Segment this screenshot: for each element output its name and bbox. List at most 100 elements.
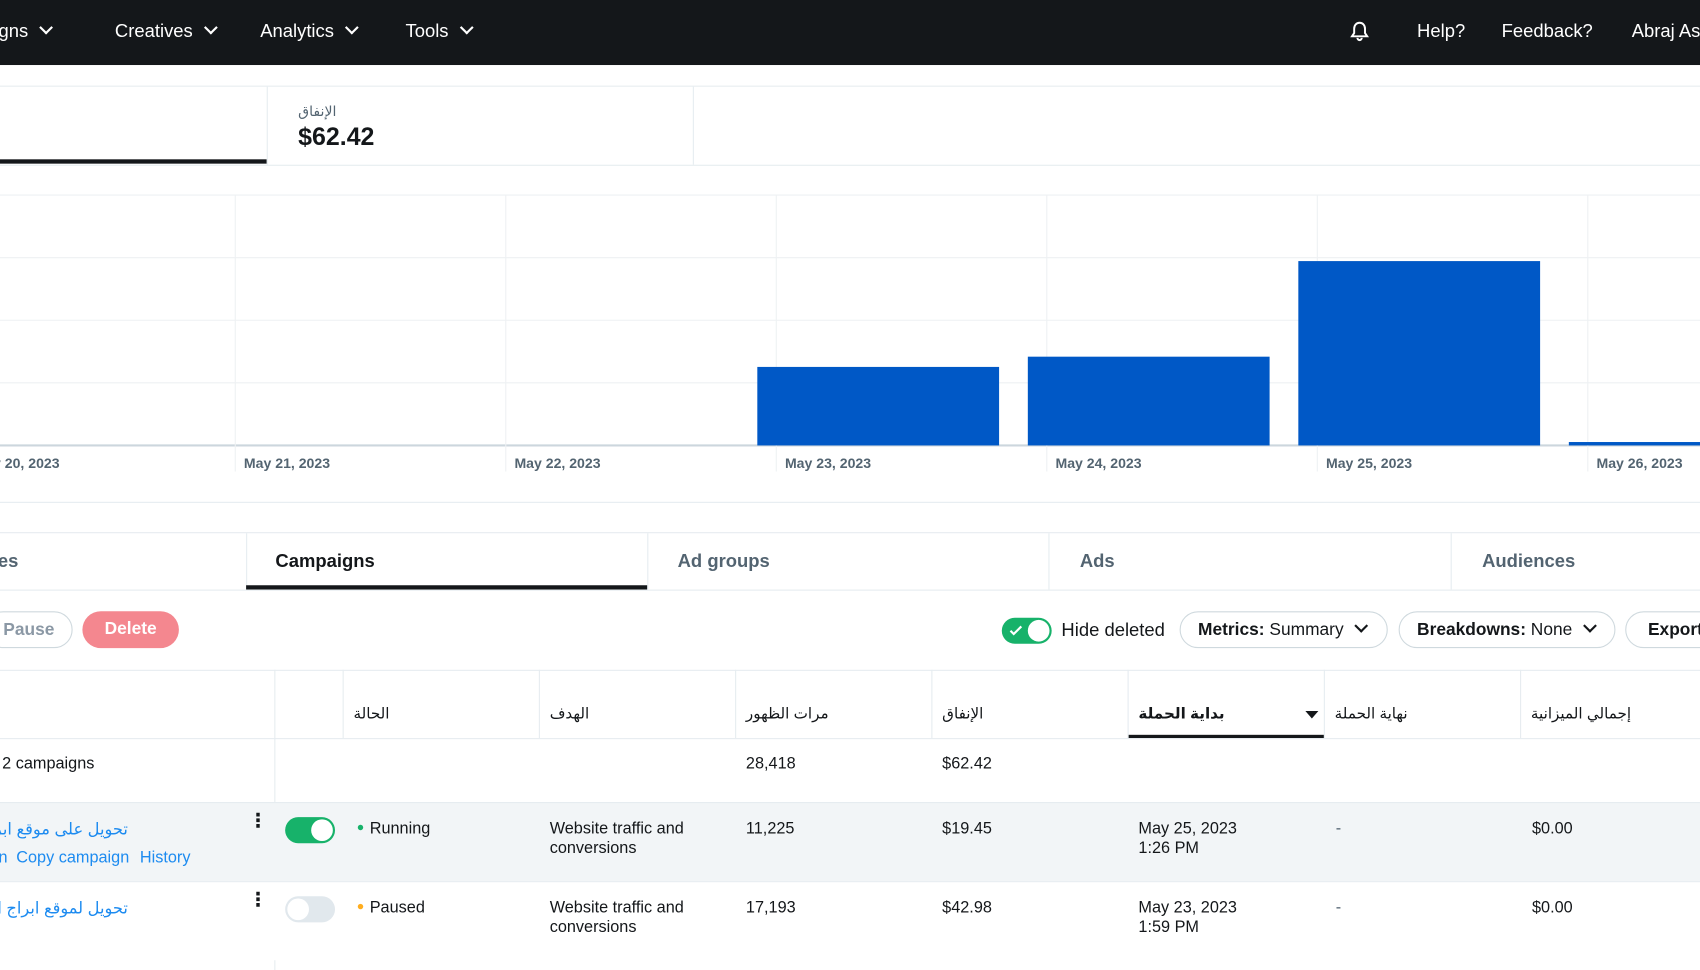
- divider: [342, 669, 344, 739]
- delete-button[interactable]: Delete: [82, 611, 179, 649]
- breakdowns-dropdown[interactable]: Breakdowns: None: [1398, 611, 1616, 649]
- x-tick-label: May 21, 2023: [244, 455, 330, 471]
- divider: [647, 533, 649, 590]
- impressions: 17,193: [745, 898, 796, 917]
- tab[interactable]: es: [0, 550, 19, 572]
- row-action[interactable]: History: [139, 848, 191, 868]
- spend: $19.45: [942, 819, 992, 838]
- sort-underline: [1128, 734, 1324, 739]
- export-button[interactable]: Export: [1625, 611, 1700, 649]
- pause-button[interactable]: Pause: [0, 611, 73, 649]
- sort-arrow: [1305, 710, 1319, 719]
- more-menu[interactable]: ⋮: [248, 888, 268, 911]
- top-nav: Campaigns Creatives Analytics Tools Help…: [0, 0, 1700, 66]
- divider: [692, 86, 694, 165]
- bar: [1298, 261, 1541, 446]
- x-tick-label: May 20, 2023: [0, 455, 60, 471]
- nav-item[interactable]: Creatives: [115, 21, 216, 43]
- tab[interactable]: Ads: [1079, 550, 1115, 572]
- status-toggle[interactable]: [285, 817, 336, 844]
- status-dot: [357, 824, 364, 831]
- x-tick-label: May 26, 2023: [1596, 455, 1682, 471]
- more-menu[interactable]: ⋮: [248, 809, 268, 832]
- nav-item[interactable]: Analytics: [260, 21, 357, 43]
- dropdown-label: Breakdowns:: [1417, 621, 1526, 640]
- x-tick-label: May 24, 2023: [1055, 455, 1141, 471]
- user-menu[interactable]: Abraj As: [1631, 20, 1700, 42]
- campaign-name[interactable]: تحويل لموقع ابراج السماء الر: [0, 899, 128, 918]
- start-date: May 23, 2023: [1138, 898, 1237, 917]
- divider: [0, 669, 1700, 671]
- start-date: May 25, 2023: [1138, 819, 1237, 838]
- row-action[interactable]: Edit campaign: [0, 849, 8, 867]
- bell-icon[interactable]: [1350, 21, 1370, 43]
- feedback-link[interactable]: Feedback?: [1501, 20, 1593, 42]
- divider: [1127, 669, 1129, 739]
- nav-item[interactable]: Tools: [405, 21, 471, 43]
- divider: [1520, 669, 1522, 739]
- metrics-dropdown[interactable]: Metrics: Summary: [1179, 611, 1388, 649]
- end-date: -: [1335, 819, 1342, 838]
- dropdown-value: None: [1530, 621, 1573, 640]
- metric-label: الإنفاق: [298, 102, 337, 120]
- tab[interactable]: Audiences: [1482, 550, 1576, 572]
- chart: May 20, 2023 May 21, 2023 May 22, 2023 May …: [0, 194, 1700, 472]
- x-tick-label: May 25, 2023: [1326, 455, 1412, 471]
- toggle-knob: [1027, 619, 1050, 642]
- spend: $42.98: [942, 898, 992, 917]
- hide-deleted-toggle[interactable]: [1001, 617, 1052, 644]
- divider: [0, 802, 1700, 804]
- divider: [266, 86, 268, 165]
- end-date: -: [1335, 898, 1342, 917]
- divider: [0, 501, 1700, 503]
- objective: Website traffic and conversions: [549, 898, 684, 937]
- divider: [931, 669, 933, 739]
- tab[interactable]: Ad groups: [677, 550, 770, 572]
- divider: [0, 164, 1700, 166]
- tab-underline: [246, 585, 648, 590]
- dropdown-label: Metrics:: [1198, 621, 1265, 640]
- toggle-knob: [311, 819, 333, 842]
- total-label: 2 campaigns: [2, 754, 95, 773]
- divider: [0, 738, 1700, 740]
- nav-item[interactable]: Campaigns: [0, 21, 51, 43]
- start-time: 1:59 PM: [1138, 917, 1199, 937]
- objective: Website traffic and conversions: [549, 819, 684, 858]
- status-dot: [357, 903, 364, 910]
- impressions: 11,225: [745, 819, 795, 838]
- toggle-knob: [287, 898, 309, 921]
- hide-deleted-label: Hide deleted: [1061, 619, 1165, 641]
- divider: [1323, 669, 1325, 739]
- budget: $0.00: [1531, 898, 1573, 917]
- start-time: 1:26 PM: [1138, 838, 1199, 858]
- dropdown-value: Summary: [1269, 621, 1344, 640]
- bar: [1027, 356, 1270, 446]
- bar: [757, 366, 1000, 446]
- bar: [1568, 442, 1700, 446]
- divider: [1450, 533, 1452, 590]
- divider: [0, 589, 1700, 591]
- divider: [1048, 533, 1050, 590]
- total-impressions: 28,418: [745, 754, 796, 773]
- row-action[interactable]: Copy campaign: [16, 848, 130, 868]
- divider: [0, 881, 1700, 883]
- campaign-name[interactable]: تحويل على موقع ابر: [0, 820, 128, 839]
- divider: [538, 669, 540, 739]
- selected-metric-underline: [0, 159, 267, 164]
- divider: [735, 669, 737, 739]
- metric-value: $62.42: [298, 122, 375, 151]
- help-link[interactable]: Help?: [1417, 20, 1466, 42]
- divider: [0, 532, 1700, 534]
- budget: $0.00: [1531, 819, 1573, 838]
- tab-active[interactable]: Campaigns: [275, 550, 375, 572]
- divider: [246, 533, 248, 590]
- table-row: [0, 881, 1700, 961]
- status-toggle[interactable]: [285, 896, 336, 923]
- status: Running: [369, 819, 431, 838]
- export-label: Export: [1647, 621, 1700, 640]
- status: Paused: [369, 898, 425, 917]
- table-row: [0, 802, 1700, 882]
